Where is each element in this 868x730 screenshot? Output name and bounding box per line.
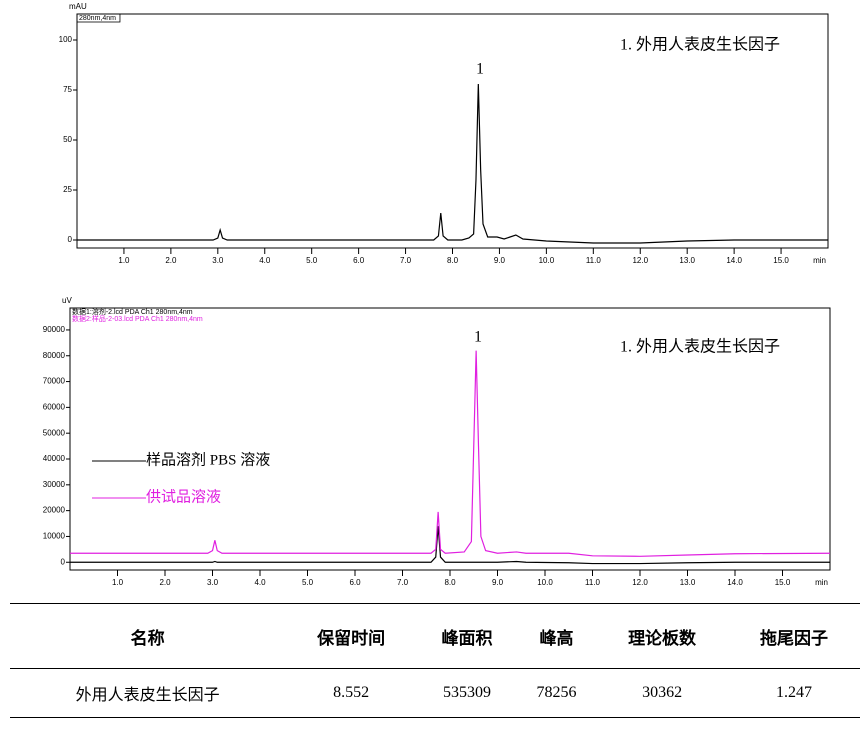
x-tick-label: 10.0	[537, 578, 553, 587]
result-table: 名称 保留时间 峰面积 峰高 理论板数 拖尾因子 外用人表皮生长因子 8.552…	[10, 603, 860, 718]
y-tick-label: 10000	[43, 532, 66, 541]
x-tick-label: 15.0	[775, 578, 791, 587]
x-tick-label: 5.0	[306, 256, 318, 265]
x-tick-label: 1.0	[112, 578, 124, 587]
x-tick-label: 14.0	[726, 256, 742, 265]
trace	[70, 526, 830, 565]
header-cell: 名称	[10, 603, 286, 669]
cell: 535309	[443, 684, 492, 701]
y-tick-label: 0	[61, 557, 66, 566]
x-tick-label: 7.0	[400, 256, 412, 265]
x-tick-label: 11.0	[585, 578, 601, 587]
header-cell: 峰高	[516, 603, 597, 669]
y-tick-label: 100	[59, 35, 73, 44]
x-tick-label: 9.0	[494, 256, 506, 265]
x-tick-label: 2.0	[159, 578, 171, 587]
y-tick-label: 80000	[43, 351, 66, 360]
cell: 30362	[642, 684, 683, 701]
x-axis-label: min	[813, 256, 826, 265]
table-header: 名称 保留时间 峰面积 峰高 理论板数 拖尾因子	[10, 603, 860, 669]
annotation: 1. 外用人表皮生长因子	[620, 36, 780, 54]
y-tick-label: 50000	[43, 428, 66, 437]
x-tick-label: 3.0	[212, 256, 224, 265]
x-tick-label: 14.0	[727, 578, 743, 587]
x-tick-label: 7.0	[397, 578, 409, 587]
y-tick-label: 40000	[43, 454, 66, 463]
x-tick-label: 9.0	[492, 578, 504, 587]
y-tick-label: 0	[68, 235, 73, 244]
y-tick-label: 75	[63, 85, 72, 94]
trace	[77, 83, 828, 244]
cell: 1.247	[776, 684, 813, 701]
cell: 78256	[536, 684, 577, 701]
table-row: 外用人表皮生长因子 8.552 535309 78256 30362 1.247	[10, 669, 860, 718]
legend-box	[76, 13, 121, 23]
x-tick-label: 11.0	[586, 256, 602, 265]
x-tick-label: 6.0	[353, 256, 365, 265]
legend-entry: 数据2:样品-2-03.lcd PDA Ch1 280nm,4nm	[72, 314, 203, 323]
y-axis-label: uV	[62, 296, 72, 305]
charts: 0 25 50 75 100 1.0 2.0 3.0 4.0 5.0 6.0 7.0 8.0 9.0 10.…	[43, 2, 831, 587]
y-tick-label: 90000	[43, 325, 66, 334]
x-tick-label: 13.0	[680, 578, 696, 587]
y-tick-label: 25	[63, 185, 72, 194]
x-tick-label: 3.0	[207, 578, 219, 587]
y-tick-label: 70000	[43, 377, 66, 386]
x-tick-label: 15.0	[773, 256, 789, 265]
x-tick-label: 13.0	[679, 256, 695, 265]
annotation: 供试品溶液	[146, 488, 221, 505]
annotation: 1	[476, 61, 484, 78]
annotation: 1. 外用人表皮生长因子	[620, 338, 780, 356]
x-tick-label: 12.0	[632, 256, 648, 265]
cell: 8.552	[333, 684, 370, 701]
x-tick-label: 8.0	[444, 578, 456, 587]
legend-entry: 280nm,4nm	[79, 15, 116, 22]
x-tick-label: 4.0	[254, 578, 266, 587]
cell: 外用人表皮生长因子	[75, 687, 220, 704]
legend-entry: 数据1:溶剂-2.lcd PDA Ch1 280nm,4nm	[72, 307, 193, 316]
x-tick-label: 12.0	[632, 578, 648, 587]
x-tick-label: 6.0	[349, 578, 361, 587]
trace	[70, 350, 831, 557]
annotation: 1	[474, 329, 482, 346]
x-tick-label: 10.0	[539, 256, 555, 265]
header-cell: 保留时间	[285, 603, 418, 669]
header-cell: 拖尾因子	[728, 603, 860, 669]
y-tick-label: 20000	[43, 506, 66, 515]
x-tick-label: 1.0	[118, 256, 130, 265]
x-axis-label: min	[815, 578, 828, 587]
x-tick-label: 5.0	[302, 578, 314, 587]
y-tick-label: 50	[63, 135, 72, 144]
x-tick-label: 4.0	[259, 256, 271, 265]
x-tick-label: 2.0	[165, 256, 177, 265]
y-axis-label: mAU	[69, 2, 87, 11]
y-tick-label: 30000	[43, 480, 66, 489]
annotation: 样品溶剂 PBS 溶液	[146, 451, 270, 468]
x-tick-label: 8.0	[447, 256, 459, 265]
y-tick-label: 60000	[43, 402, 66, 411]
header-cell: 峰面积	[417, 603, 517, 669]
header-cell: 理论板数	[596, 603, 729, 669]
